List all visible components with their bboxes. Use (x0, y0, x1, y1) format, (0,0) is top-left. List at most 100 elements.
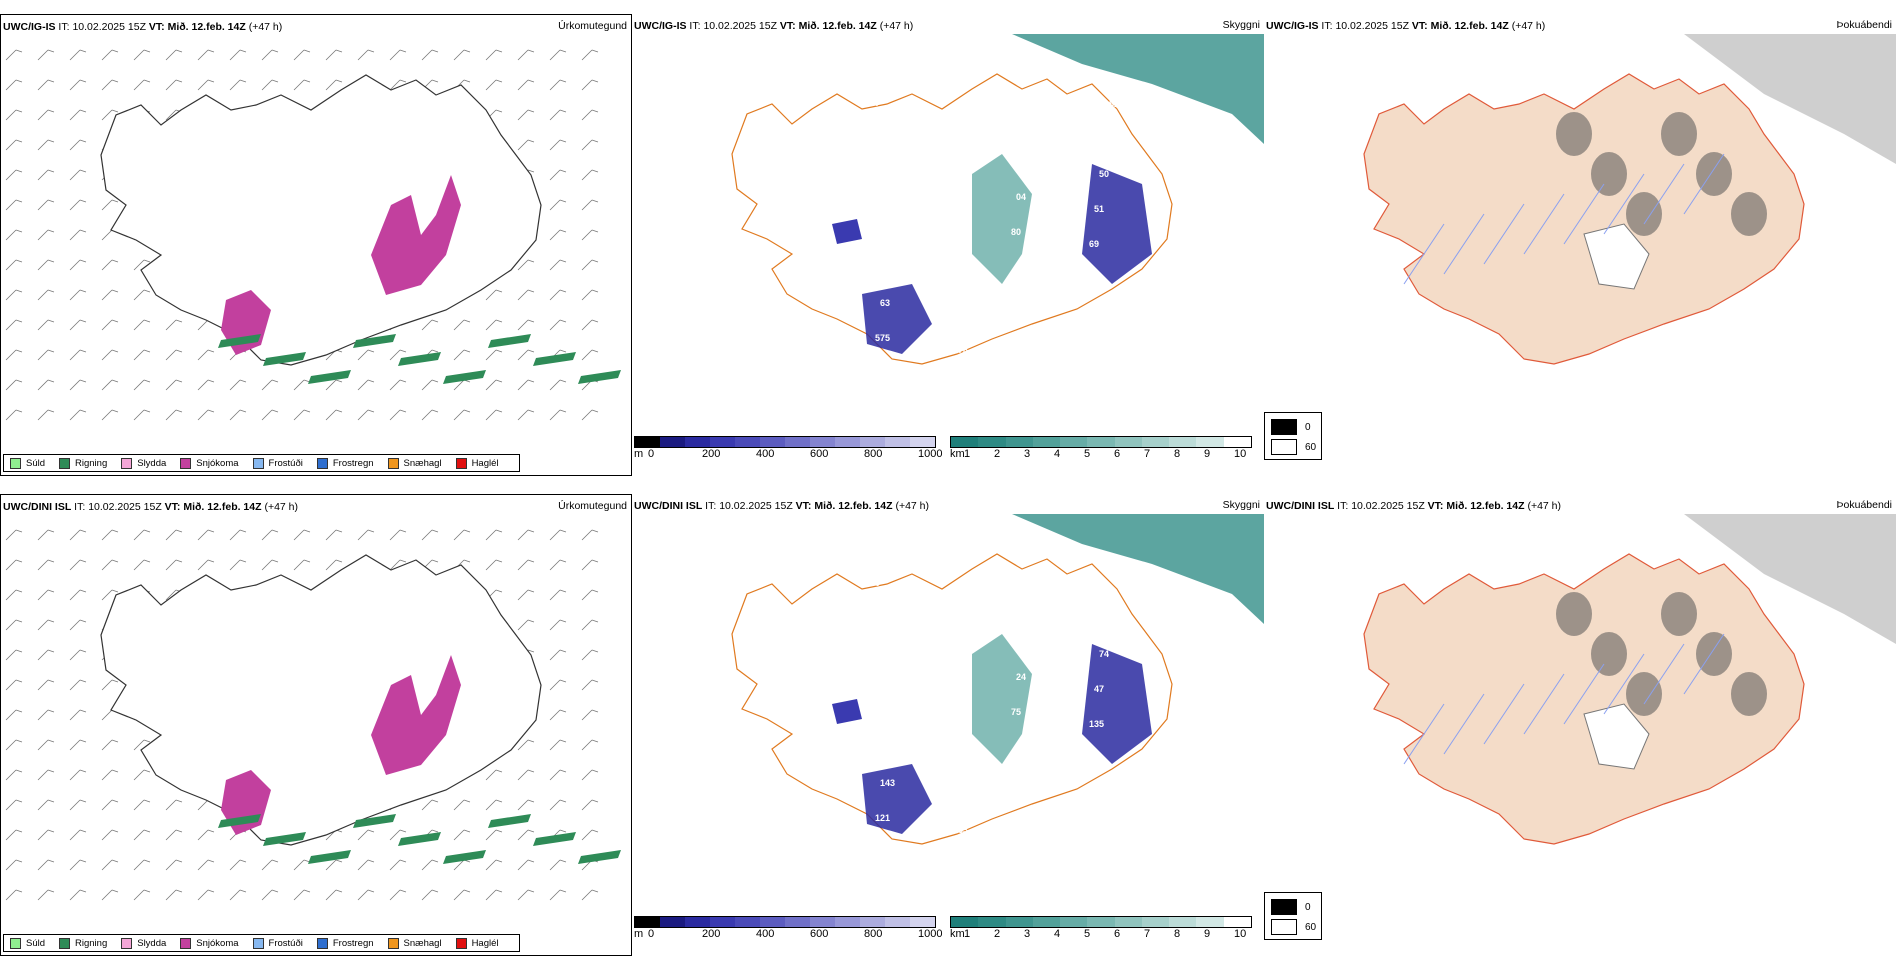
colorbar-cell (735, 437, 760, 447)
wind-barb (581, 799, 599, 811)
legend-swatch (121, 937, 133, 949)
rain-area (578, 370, 621, 384)
river (1603, 653, 1645, 715)
fog-area (1696, 152, 1732, 196)
wind-barb (517, 859, 535, 871)
wind-barb (581, 289, 599, 301)
colorbar-cell (735, 917, 760, 927)
wind-barb (5, 649, 23, 661)
rain-area (263, 352, 306, 366)
wind-barb (581, 619, 599, 631)
wind-barb (453, 349, 471, 361)
fog-legend-row: 60 (1271, 919, 1316, 935)
colorbar-cell (760, 437, 785, 447)
wind-barb (133, 829, 151, 841)
wind-barb (517, 889, 535, 901)
colorbar-unit: km (950, 448, 965, 460)
panel-header: UWC/DINI ISL IT: 10.02.2025 15Z VT: Mið.… (634, 500, 930, 512)
wind-barb (37, 289, 55, 301)
wind-barb (5, 49, 23, 61)
river (1683, 153, 1725, 215)
fog-area (1661, 112, 1697, 156)
wind-barb (101, 739, 119, 751)
wind-barb (549, 259, 567, 271)
wind-barb (229, 49, 247, 61)
wind-barb (133, 49, 151, 61)
wind-barb (197, 559, 215, 571)
wind-barb (37, 199, 55, 211)
rain-area (308, 850, 351, 864)
wind-barb (357, 349, 375, 361)
wind-barb (133, 799, 151, 811)
cloud-base-label: 80 (870, 578, 880, 588)
wind-barb (485, 559, 503, 571)
cloud-base-label: 86 (807, 251, 817, 261)
wind-barb (549, 649, 567, 661)
low-cloud-area (832, 699, 862, 724)
wind-barb (453, 889, 471, 901)
wind-barb (165, 379, 183, 391)
wind-barb (69, 649, 87, 661)
wind-barb (549, 859, 567, 871)
colorbar-tick: 5 (1084, 448, 1091, 460)
colorbar-tick: 200 (702, 448, 721, 460)
rain-area (398, 832, 441, 846)
wind-barb (5, 619, 23, 631)
wind-barb (69, 259, 87, 271)
wind-barb (517, 319, 535, 331)
wind-barb (101, 199, 119, 211)
cloud-base-label: 62 (938, 180, 948, 190)
wind-barb (261, 379, 279, 391)
colorbar-cell (910, 917, 935, 927)
low-visibility-area (1012, 514, 1264, 624)
cloud-base-label: 52 (1109, 99, 1119, 109)
low-cloud-area (862, 284, 932, 354)
colorbar-cell (710, 917, 735, 927)
low-cloud-area (1082, 644, 1152, 764)
rain-area (443, 370, 486, 384)
legend-label: Frostúði (268, 937, 303, 949)
rain-area (353, 334, 396, 348)
wind-barb (389, 859, 407, 871)
wind-barb (485, 49, 503, 61)
legend-item: Frostregn (316, 937, 374, 949)
precip-map (5, 529, 621, 901)
cloud-base-label: 178 (953, 345, 968, 355)
colorbar-tick: 1 (964, 928, 971, 940)
wind-barb (37, 529, 55, 541)
wind-barb (165, 559, 183, 571)
cloud-base-label: 75 (1011, 707, 1021, 717)
cloud-base-label: 96 (885, 743, 895, 753)
colorbar-tick: 0 (648, 448, 655, 460)
wind-barb (133, 859, 151, 871)
wind-barb (37, 589, 55, 601)
wind-barb (165, 889, 183, 901)
colorbar-cell (1196, 437, 1224, 447)
wind-barb (517, 79, 535, 91)
cloud-base-label: 51 (1026, 602, 1036, 612)
cloud-base-label: 142 (822, 146, 837, 156)
colorbar-tick: 7 (1144, 448, 1151, 460)
cloud-base-label: 163 (953, 825, 968, 835)
wind-barb (37, 679, 55, 691)
legend-swatch (121, 457, 133, 469)
legend-label: Súld (26, 937, 46, 949)
wind-barb (549, 109, 567, 121)
colorbar-tick: 10 (1234, 448, 1247, 460)
wind-barb (517, 619, 535, 631)
wind-barb (5, 169, 23, 181)
colorbar-cell (951, 437, 979, 447)
wind-barb (549, 709, 567, 721)
wind-barb (101, 859, 119, 871)
wind-barb (581, 229, 599, 241)
precip-map (5, 49, 621, 421)
wind-barb (485, 379, 503, 391)
wind-barb (69, 739, 87, 751)
wind-barb (485, 529, 503, 541)
wind-barb (389, 529, 407, 541)
wind-barb (325, 379, 343, 391)
wind-barb (485, 889, 503, 901)
fog-legend-row: 60 (1271, 439, 1316, 455)
cloudbase-panel-ig: UWC/IG-IS IT: 10.02.2025 15Z VT: Mið. 12… (632, 14, 1264, 476)
wind-barb (581, 409, 599, 421)
